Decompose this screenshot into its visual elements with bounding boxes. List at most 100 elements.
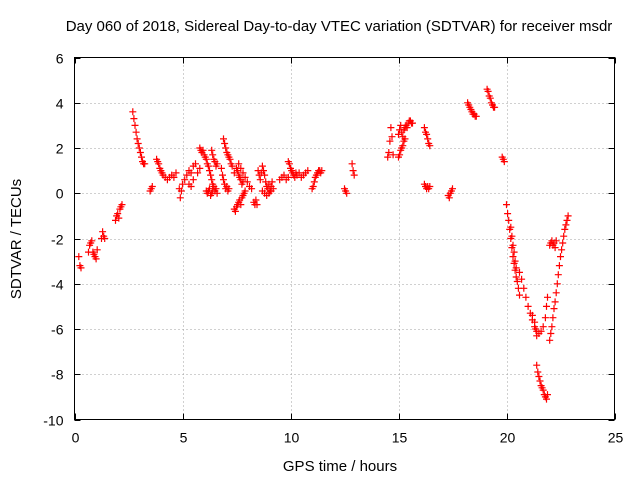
data-point <box>564 212 572 220</box>
data-point <box>261 171 269 179</box>
data-point <box>504 210 512 218</box>
data-point <box>130 115 138 123</box>
data-point <box>533 361 541 369</box>
data-point <box>222 144 230 152</box>
data-point <box>491 103 499 111</box>
data-point <box>551 244 559 252</box>
data-point <box>449 185 456 193</box>
data-point <box>554 271 562 279</box>
data-point <box>138 153 145 161</box>
data-point <box>549 314 557 322</box>
data-point <box>507 223 515 231</box>
data-point <box>114 210 122 218</box>
data-point <box>136 149 144 156</box>
data-point <box>544 391 551 399</box>
data-point <box>511 257 519 265</box>
data-point <box>202 155 210 163</box>
x-tick-label: 25 <box>608 430 624 446</box>
data-point <box>141 160 149 168</box>
data-point <box>550 305 558 313</box>
x-axis-label: GPS time / hours <box>283 458 397 475</box>
data-point <box>509 253 517 261</box>
y-axis: -10 -8 -6 -4 -2 0 2 4 6 <box>43 51 615 429</box>
data-point <box>510 248 518 256</box>
data-point <box>187 169 195 177</box>
data-point <box>399 142 407 150</box>
data-point <box>426 142 434 150</box>
data-point <box>546 336 554 344</box>
data-point <box>534 368 542 376</box>
data-point <box>409 119 416 127</box>
data-point <box>220 176 227 184</box>
data-point <box>148 183 156 190</box>
data-point <box>134 140 142 147</box>
data-point <box>177 187 185 195</box>
y-tick-label: -6 <box>51 322 64 338</box>
data-point <box>217 164 225 172</box>
data-point <box>237 164 245 172</box>
data-point <box>285 160 293 168</box>
data-point <box>99 228 107 236</box>
data-point <box>248 185 256 193</box>
data-point <box>558 246 566 254</box>
data-point <box>226 155 234 163</box>
data-point <box>213 189 221 197</box>
x-axis: 0 5 10 15 20 25 <box>72 57 624 446</box>
y-axis-label: SDTVAR / TECUs <box>8 179 25 299</box>
data-point <box>524 302 532 310</box>
data-point <box>541 314 549 322</box>
data-point <box>220 135 227 143</box>
data-point <box>350 171 358 179</box>
y-tick-label: -4 <box>51 277 64 293</box>
data-point <box>518 275 526 283</box>
data-point <box>557 253 564 261</box>
data-point <box>520 284 528 292</box>
data-point <box>503 201 510 209</box>
data-point <box>284 173 292 181</box>
data-point <box>505 216 513 224</box>
data-point <box>388 133 396 141</box>
data-point <box>241 173 249 181</box>
data-point <box>500 158 508 166</box>
data-point <box>318 167 326 175</box>
data-point <box>93 246 101 254</box>
y-tick-label: 2 <box>56 141 64 157</box>
data-point <box>559 239 567 247</box>
data-point <box>552 237 560 245</box>
data-point <box>267 187 275 195</box>
data-point <box>348 160 356 168</box>
y-tick-label: -8 <box>51 367 64 383</box>
data-point <box>237 201 245 209</box>
data-point <box>207 171 215 179</box>
data-point <box>196 164 204 172</box>
data-point <box>101 235 109 242</box>
data-point <box>531 318 539 326</box>
data-point <box>88 237 96 245</box>
x-tick-label: 0 <box>72 430 80 446</box>
data-point <box>213 160 221 168</box>
data-point <box>516 291 523 299</box>
data-point <box>260 167 267 175</box>
data-point <box>512 273 520 281</box>
data-point <box>396 151 404 159</box>
data-point <box>561 225 569 233</box>
data-series-sdtvar <box>75 85 572 403</box>
data-point <box>132 128 140 136</box>
data-point <box>209 151 217 159</box>
data-point <box>424 135 432 143</box>
data-point <box>513 278 521 285</box>
y-tick-label: -2 <box>51 232 64 248</box>
data-point <box>539 386 547 394</box>
data-point <box>194 169 202 177</box>
data-point <box>135 144 143 152</box>
data-point <box>221 140 229 147</box>
data-point <box>532 325 540 333</box>
data-point <box>204 162 212 170</box>
data-point <box>92 255 100 263</box>
x-tick-label: 5 <box>180 430 188 446</box>
data-point <box>528 311 536 319</box>
data-point <box>133 135 141 143</box>
data-point <box>387 124 395 132</box>
data-point <box>423 130 431 138</box>
data-point <box>543 302 550 310</box>
